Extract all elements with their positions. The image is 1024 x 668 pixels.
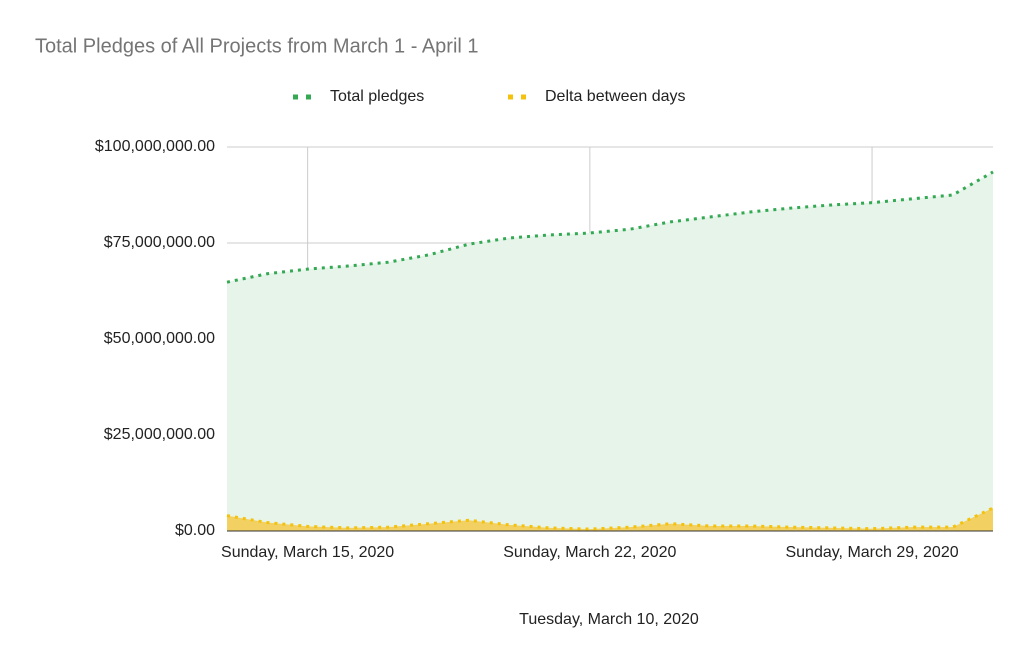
y-tick-label: $75,000,000.00: [104, 234, 215, 251]
x-axis-title: Tuesday, March 10, 2020: [519, 611, 699, 628]
legend-label: Total pledges: [330, 88, 424, 105]
y-tick-label: $50,000,000.00: [104, 330, 215, 347]
chart-title: Total Pledges of All Projects from March…: [35, 35, 479, 57]
y-tick-label: $25,000,000.00: [104, 426, 215, 443]
x-tick-label: Sunday, March 15, 2020: [221, 544, 394, 561]
y-tick-label: $100,000,000.00: [95, 138, 215, 155]
x-tick-label: Sunday, March 29, 2020: [785, 544, 958, 561]
area: [227, 171, 993, 531]
line: [226, 506, 994, 531]
line: [226, 170, 994, 284]
y-tick-label: $0.00: [175, 522, 215, 539]
x-tick-label: Sunday, March 22, 2020: [503, 544, 676, 561]
legend-label: Delta between days: [545, 88, 686, 105]
